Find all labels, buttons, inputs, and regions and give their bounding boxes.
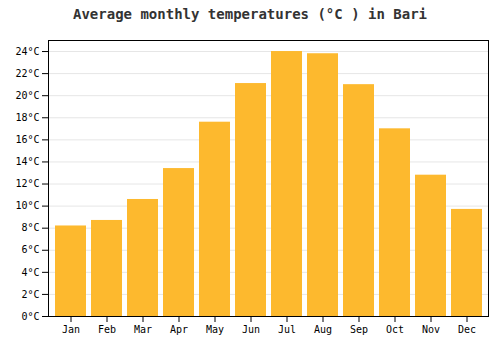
svg-text:10°C: 10°C xyxy=(15,200,39,211)
svg-text:Feb: Feb xyxy=(98,324,116,335)
svg-text:2°C: 2°C xyxy=(21,289,39,300)
svg-text:Jan: Jan xyxy=(62,324,80,335)
svg-text:16°C: 16°C xyxy=(15,134,39,145)
svg-text:14°C: 14°C xyxy=(15,156,39,167)
svg-text:6°C: 6°C xyxy=(21,244,39,255)
svg-text:May: May xyxy=(206,324,224,335)
svg-text:Aug: Aug xyxy=(314,324,332,335)
svg-text:8°C: 8°C xyxy=(21,222,39,233)
svg-text:18°C: 18°C xyxy=(15,112,39,123)
svg-text:22°C: 22°C xyxy=(15,68,39,79)
svg-text:Mar: Mar xyxy=(134,324,152,335)
svg-text:Jun: Jun xyxy=(242,324,260,335)
html-text:Average monthly temperatures (: Average monthly temperatures (°C ) in Ba… xyxy=(73,6,427,22)
svg-text:Sep: Sep xyxy=(350,324,368,335)
svg-text:0°C: 0°C xyxy=(21,311,39,322)
svg-text:Nov: Nov xyxy=(422,324,440,335)
svg-text:Oct: Oct xyxy=(386,324,404,335)
svg-text:Jul: Jul xyxy=(278,324,296,335)
svg-text:24°C: 24°C xyxy=(15,46,39,57)
svg-text:Dec: Dec xyxy=(458,324,476,335)
svg-text:4°C: 4°C xyxy=(21,267,39,278)
svg-text:Apr: Apr xyxy=(170,324,188,335)
svg-text:20°C: 20°C xyxy=(15,90,39,101)
svg-text:12°C: 12°C xyxy=(15,178,39,189)
